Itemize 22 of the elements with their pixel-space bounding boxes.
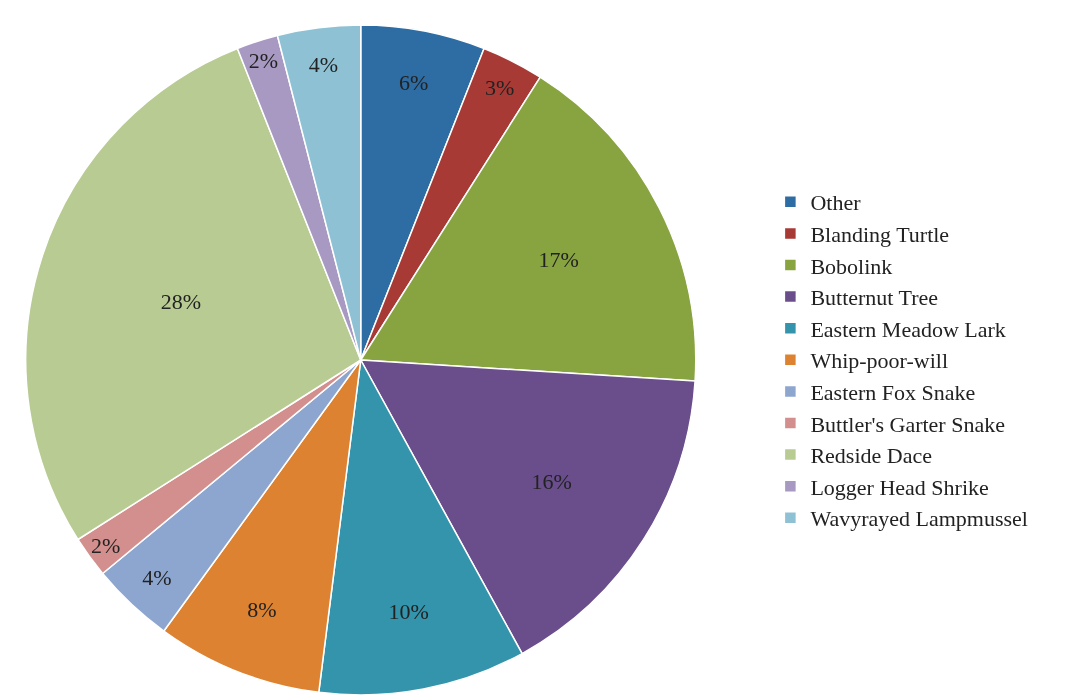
legend-label: Whip-poor-will — [810, 348, 949, 374]
data-label: 8% — [247, 596, 277, 622]
data-label: 2% — [91, 532, 121, 558]
legend-label: Buttler's Garter Snake — [810, 411, 1005, 437]
legend-label: Blanding Turtle — [810, 221, 950, 247]
data-label: 4% — [308, 52, 339, 78]
data-label: 28% — [160, 289, 201, 315]
legend-label: Logger Head Shrike — [810, 474, 989, 500]
legend-label: Eastern Meadow Lark — [810, 316, 1006, 342]
data-label: 17% — [538, 246, 579, 272]
legend-label: Redside Dace — [810, 443, 932, 469]
legend-label: Bobolink — [810, 253, 893, 279]
data-label: 6% — [398, 70, 429, 96]
legend-label: Wavyrayed Lampmussel — [810, 506, 1028, 532]
legend-label: Butternut Tree — [810, 285, 939, 311]
legend-label: Eastern Fox Snake — [810, 379, 976, 405]
data-label: 4% — [142, 564, 172, 590]
data-label: 3% — [485, 74, 515, 100]
data-label: 10% — [388, 598, 429, 624]
data-label: 16% — [531, 468, 572, 494]
legend-label: Other — [810, 190, 862, 216]
data-label: 2% — [248, 47, 278, 73]
